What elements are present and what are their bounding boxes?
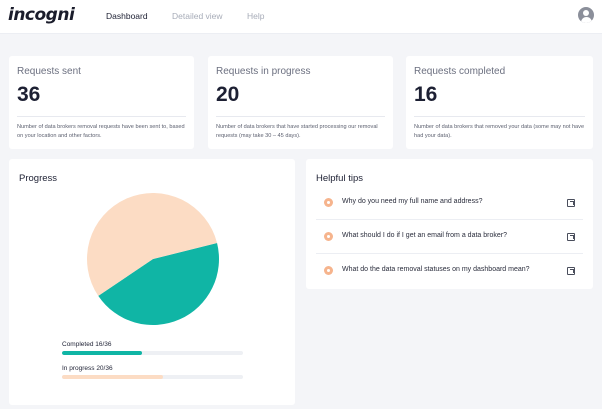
requests-completed-card: Requests completed 16 Number of data bro… — [406, 56, 593, 149]
requests-in-progress-card: Requests in progress 20 Number of data b… — [208, 56, 393, 149]
completed-progress-bar — [62, 351, 243, 355]
incogni-logo[interactable]: incogni — [8, 5, 75, 25]
helpful-tips-title: Helpful tips — [316, 173, 363, 184]
nav-detailed-view[interactable]: Detailed view — [172, 11, 223, 21]
helpful-tips-card: Helpful tips Why do you need my full nam… — [306, 159, 593, 289]
tip-bullet-icon — [324, 232, 333, 241]
in-progress-label: In progress 20/36 — [62, 365, 113, 372]
logo-text: incogni — [8, 5, 75, 25]
tip-text: What should I do if I get an email from … — [342, 232, 507, 239]
tip-item[interactable]: Why do you need my full name and address… — [316, 186, 583, 220]
progress-card: Progress Completed 16/36 In progress 20/… — [9, 159, 295, 405]
pie-slice-completed — [98, 243, 220, 325]
tip-bullet-icon — [324, 266, 333, 275]
stat-title: Requests sent — [17, 66, 81, 77]
stat-description: Number of data brokers that removed your… — [414, 124, 585, 139]
stat-value: 36 — [17, 83, 41, 106]
tip-item[interactable]: What do the data removal statuses on my … — [316, 254, 583, 288]
progress-pie-chart — [87, 193, 220, 325]
requests-sent-card: Requests sent 36 Number of data brokers … — [9, 56, 194, 149]
completed-progress-fill — [62, 351, 143, 355]
top-navigation-bar: incogni Dashboard Detailed view Help — [0, 0, 602, 34]
progress-title: Progress — [19, 173, 58, 184]
tip-item[interactable]: What should I do if I get an email from … — [316, 220, 583, 254]
stat-value: 16 — [414, 83, 438, 106]
in-progress-progress-fill — [62, 375, 163, 379]
pie-slice-in-progress — [87, 193, 218, 296]
avatar-body-shape — [580, 17, 592, 23]
stat-description: Number of data brokers that have started… — [216, 124, 378, 139]
stat-title: Requests completed — [414, 66, 506, 77]
tip-bullet-icon — [324, 198, 333, 207]
completed-label: Completed 16/36 — [62, 341, 112, 348]
nav-dashboard[interactable]: Dashboard — [106, 11, 148, 21]
stat-value: 20 — [216, 83, 240, 106]
in-progress-progress-bar — [62, 375, 243, 379]
external-link-icon[interactable] — [567, 199, 575, 207]
stat-divider — [414, 116, 585, 117]
external-link-icon[interactable] — [567, 267, 575, 275]
stat-title: Requests in progress — [216, 66, 311, 77]
user-avatar-icon[interactable] — [578, 7, 594, 23]
tips-list: Why do you need my full name and address… — [306, 186, 593, 288]
tip-text: Why do you need my full name and address… — [342, 198, 483, 205]
external-link-icon[interactable] — [567, 233, 575, 241]
stat-description: Number of data brokers removal requests … — [17, 124, 185, 139]
avatar-head-shape — [583, 10, 589, 16]
stat-divider — [216, 116, 385, 117]
stat-divider — [17, 116, 186, 117]
nav-help[interactable]: Help — [247, 11, 265, 21]
tip-text: What do the data removal statuses on my … — [342, 266, 530, 273]
